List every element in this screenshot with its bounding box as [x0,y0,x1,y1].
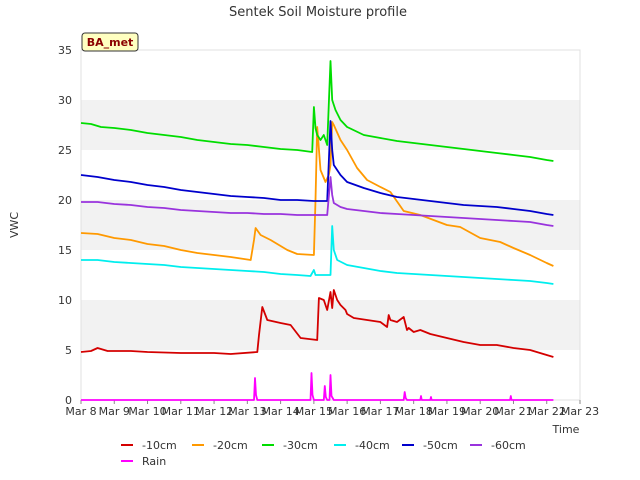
x-tick-label: Mar 19 [428,405,466,418]
y-tick-label: 5 [65,344,72,357]
x-tick-label: Mar 22 [528,405,566,418]
x-tick-label: Mar 11 [162,405,200,418]
x-tick-label: Mar 15 [295,405,333,418]
x-tick-label: Mar 23 [561,405,599,418]
series-lines [80,60,554,401]
annotation-rect [81,32,139,52]
annotation-box: BA_met [81,32,139,52]
x-tick-label: Mar 17 [361,405,399,418]
series-line-50cm [80,120,554,216]
x-tick-label: Mar 14 [261,405,299,418]
y-tick-label: 15 [58,244,72,257]
x-tick-label: Mar 16 [328,405,366,418]
series-line-40cm [81,225,554,285]
chart-title: Sentek Soil Moisture profile [229,5,407,20]
legend-label: Rain [142,455,166,468]
y-axis: 0 5 10 15 20 25 30 35 [58,44,72,407]
legend-label: -10cm [142,439,177,452]
y-tick-label: 25 [58,144,72,157]
plot-background [80,49,581,401]
x-tick-label: Mar 9 [99,405,130,418]
annotation-text: BA_met [87,36,134,49]
x-tick-label: Mar 13 [228,405,266,418]
x-tick-label: Mar 12 [195,405,233,418]
x-axis-label: Time [552,423,580,436]
legend-label: -40cm [355,439,390,452]
y-tick-label: 0 [65,394,72,407]
x-tick-label: Mar 21 [494,405,532,418]
y-tick-label: 10 [58,294,72,307]
series-line-30cm [80,60,554,162]
legend-label: -50cm [423,439,458,452]
x-tick-label: Mar 18 [395,405,433,418]
legend-label: -60cm [491,439,526,452]
series-line-rain [81,372,554,401]
y-tick-label: 35 [58,44,72,57]
legend-label: -30cm [283,439,318,452]
grid-band [81,300,580,350]
series-line-60cm [81,176,554,227]
series-line-20cm [80,121,554,267]
plot-frame [80,49,581,401]
legend-label: -20cm [213,439,248,452]
x-tick-label: Mar 20 [461,405,499,418]
x-tick-label: Mar 8 [65,405,96,418]
y-axis-label: VWC [8,212,21,238]
y-tick-label: 30 [58,94,72,107]
y-tick-label: 20 [58,194,72,207]
x-tick-label: Mar 10 [128,405,166,418]
legend: -10cm -20cm -30cm -40cm -50cm -60cm Rain [121,439,526,468]
series-line-10cm [80,289,554,358]
